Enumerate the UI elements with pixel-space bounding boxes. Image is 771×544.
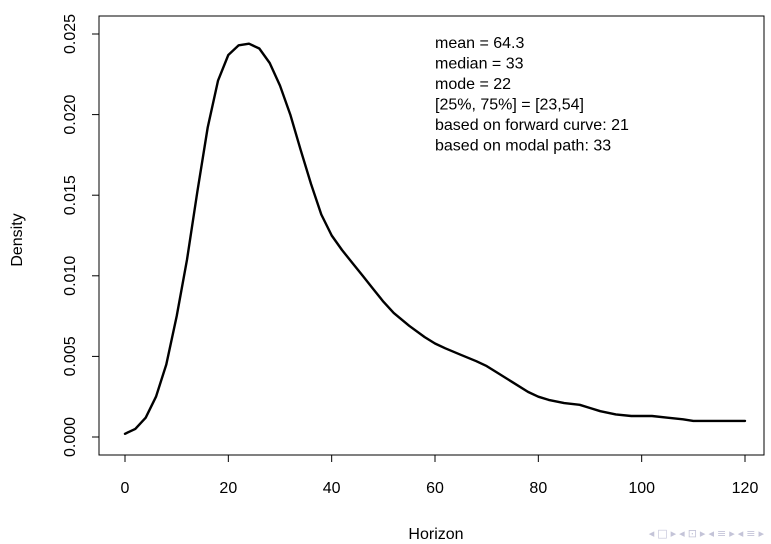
y-tick-label: 0.000 [62,417,79,457]
slide-icon[interactable]: □ [657,527,669,540]
plot-box [98,15,765,456]
density-curve [123,42,747,435]
section-icon[interactable]: ≡ [716,527,728,540]
x-tick-label: 40 [323,480,341,497]
summary-annotation: based on modal path: 33 [435,138,611,155]
frame-next-icon[interactable]: ▸ [699,527,707,540]
annotation-block: mean = 64.3 median = 33 mode = 22 [25%, 75%… [435,35,629,155]
frame-icon[interactable]: ⊡ [687,527,698,540]
y-tick-label: 0.020 [62,94,79,134]
x-tick-label: 100 [628,480,655,497]
slide-prev-icon[interactable]: ◂ [648,527,656,540]
subsection-prev-icon[interactable]: ◂ [737,527,745,540]
summary-annotation: mode = 22 [435,76,511,93]
section-next-icon[interactable]: ▸ [729,527,736,540]
x-axis: 0 20 40 60 80 100 120 [121,454,759,497]
y-axis-label: Density [9,213,26,266]
x-tick-label: 20 [219,480,237,497]
x-tick-label: 80 [529,480,547,497]
slide-next-icon[interactable]: ▸ [670,527,678,540]
x-axis-label: Horizon [408,526,463,543]
summary-annotation: based on forward curve: 21 [435,117,629,134]
section-prev-icon[interactable]: ◂ [708,527,715,540]
subsection-next-icon[interactable]: ▸ [758,527,765,540]
summary-annotation: mean = 64.3 [435,35,525,52]
summary-annotation: [25%, 75%] = [23,54] [435,97,584,114]
y-tick-label: 0.005 [62,336,79,376]
summary-annotation: median = 33 [435,56,524,73]
y-tick-label: 0.025 [62,14,79,54]
series-group [123,42,747,435]
x-tick-label: 120 [732,480,759,497]
beamer-navigation: ◂ □ ▸ ◂ ⊡ ▸ ◂ ≡ ▸ ◂ ≡ ▸ [647,527,765,540]
y-tick-label: 0.010 [62,256,79,296]
subsection-icon[interactable]: ≡ [746,527,757,540]
x-tick-label: 0 [121,480,130,497]
y-tick-label: 0.015 [62,175,79,215]
frame-prev-icon[interactable]: ◂ [679,527,686,540]
y-axis: 0.000 0.005 0.010 0.015 0.020 0.025 [62,14,100,457]
x-tick-label: 60 [426,480,444,497]
